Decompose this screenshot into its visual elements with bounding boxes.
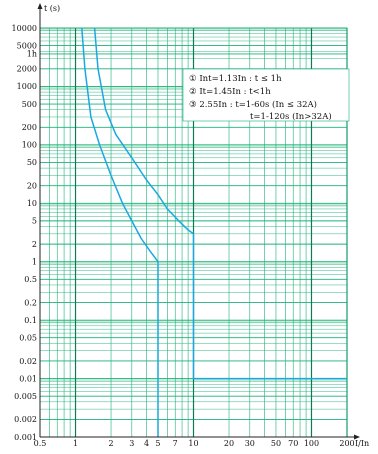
y-tick-label: 0.002 [14, 415, 37, 424]
y-tick-label: 1h [27, 50, 37, 59]
y-tick-label: 0.5 [24, 275, 37, 284]
y-tick-label: 10 [27, 199, 37, 208]
x-tick-label: 20 [224, 439, 234, 448]
y-tick-label: 0.02 [19, 357, 37, 366]
x-tick-label: 5 [155, 439, 160, 448]
x-axis-label: I/In [355, 439, 369, 448]
x-tick-label: 70 [288, 439, 298, 448]
y-tick-label: 20 [27, 181, 37, 190]
x-axis-arrow [354, 434, 360, 440]
y-tick-label: 50 [27, 158, 37, 167]
legend-box [182, 68, 350, 122]
y-tick-label: 0.2 [24, 298, 37, 307]
y-tick-label: 0.01 [19, 374, 37, 383]
y-tick-label: 100 [22, 141, 37, 150]
y-tick-label: 0.05 [19, 334, 37, 343]
y-axis-arrow [37, 3, 43, 9]
x-tick-label: 7 [173, 439, 178, 448]
y-tick-label: 500 [22, 100, 37, 109]
y-tick-label: 0.001 [14, 433, 37, 442]
legend: ① Int=1.13In : t ≤ 1h ② It=1.45In : t<1h… [182, 68, 350, 122]
x-tick-label: 0.5 [34, 439, 47, 448]
x-tick-label: 10 [188, 439, 198, 448]
y-tick-label: 1 [32, 258, 37, 267]
axes [37, 3, 360, 440]
series-2-line [93, 27, 347, 380]
y-tick-label: 1000 [17, 82, 37, 91]
x-tick-label: 1 [73, 439, 78, 448]
y-tick-label: 5000 [17, 41, 37, 50]
y-axis-label: t (s) [44, 4, 60, 13]
y-tick-label: 0.1 [24, 316, 37, 325]
x-tick-label: 3 [129, 439, 134, 448]
legend-entry-3: ③ 2.55In : t=1-60s (In ≤ 32A) [189, 99, 317, 110]
x-tick-label: 2 [108, 439, 113, 448]
y-tick-label: 2 [32, 240, 37, 249]
x-tick-label: 100 [304, 439, 319, 448]
y-tick-label: 2000 [17, 65, 37, 74]
legend-entry-1: ① Int=1.13In : t ≤ 1h [189, 74, 282, 84]
series-1-line [81, 27, 159, 437]
x-tick-label: 30 [245, 439, 255, 448]
legend-entry-2: ② It=1.45In : t<1h [189, 87, 271, 97]
x-tick-labels: 0.5 1 2 3 4 5 7 10 20 30 50 70 100 200 [34, 439, 355, 448]
x-tick-label: 4 [144, 439, 149, 448]
x-tick-label: 50 [271, 439, 281, 448]
x-tick-label: 200 [339, 439, 354, 448]
trip-curves [81, 27, 347, 437]
legend-entry-4: t=1-120s (In>32A) [250, 111, 332, 122]
y-tick-label: 0.005 [14, 392, 37, 401]
y-tick-label: 200 [22, 123, 37, 132]
y-tick-label: 10000 [12, 24, 37, 33]
y-tick-label: 5 [32, 217, 37, 226]
